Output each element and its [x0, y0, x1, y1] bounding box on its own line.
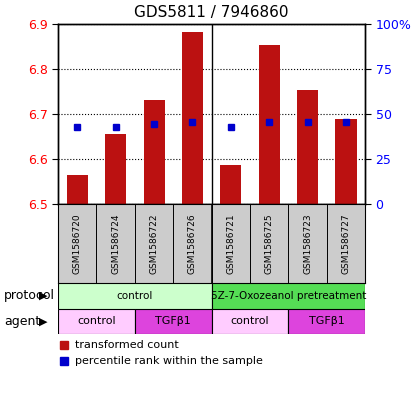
- Text: 5Z-7-Oxozeanol pretreatment: 5Z-7-Oxozeanol pretreatment: [211, 291, 366, 301]
- Text: protocol: protocol: [4, 289, 55, 302]
- Bar: [212, 283, 365, 309]
- Text: GSM1586725: GSM1586725: [265, 213, 274, 274]
- Bar: [58, 283, 212, 309]
- Text: TGFβ1: TGFβ1: [155, 316, 191, 326]
- Text: GSM1586727: GSM1586727: [342, 213, 351, 274]
- Text: percentile rank within the sample: percentile rank within the sample: [75, 356, 263, 365]
- Title: GDS5811 / 7946860: GDS5811 / 7946860: [134, 5, 289, 20]
- Bar: [67, 175, 88, 204]
- Text: GSM1586720: GSM1586720: [73, 213, 82, 274]
- Text: GSM1586724: GSM1586724: [111, 213, 120, 274]
- Bar: [259, 45, 280, 204]
- Text: GSM1586723: GSM1586723: [303, 213, 312, 274]
- Text: TGFβ1: TGFβ1: [309, 316, 345, 326]
- Text: GSM1586721: GSM1586721: [226, 213, 235, 274]
- Text: control: control: [117, 291, 153, 301]
- Text: ▶: ▶: [39, 291, 48, 301]
- Text: GSM1586722: GSM1586722: [149, 213, 159, 274]
- Bar: [182, 32, 203, 204]
- Bar: [144, 101, 165, 204]
- Text: agent: agent: [4, 315, 40, 328]
- Text: control: control: [231, 316, 269, 326]
- Bar: [212, 309, 288, 334]
- Bar: [220, 165, 242, 204]
- Bar: [288, 309, 365, 334]
- Bar: [297, 90, 318, 204]
- Text: GSM1586726: GSM1586726: [188, 213, 197, 274]
- Bar: [105, 134, 126, 204]
- Text: control: control: [77, 316, 116, 326]
- Bar: [335, 119, 356, 204]
- Text: ▶: ▶: [39, 316, 48, 326]
- Text: transformed count: transformed count: [75, 340, 179, 350]
- Bar: [58, 309, 135, 334]
- Bar: [135, 309, 212, 334]
